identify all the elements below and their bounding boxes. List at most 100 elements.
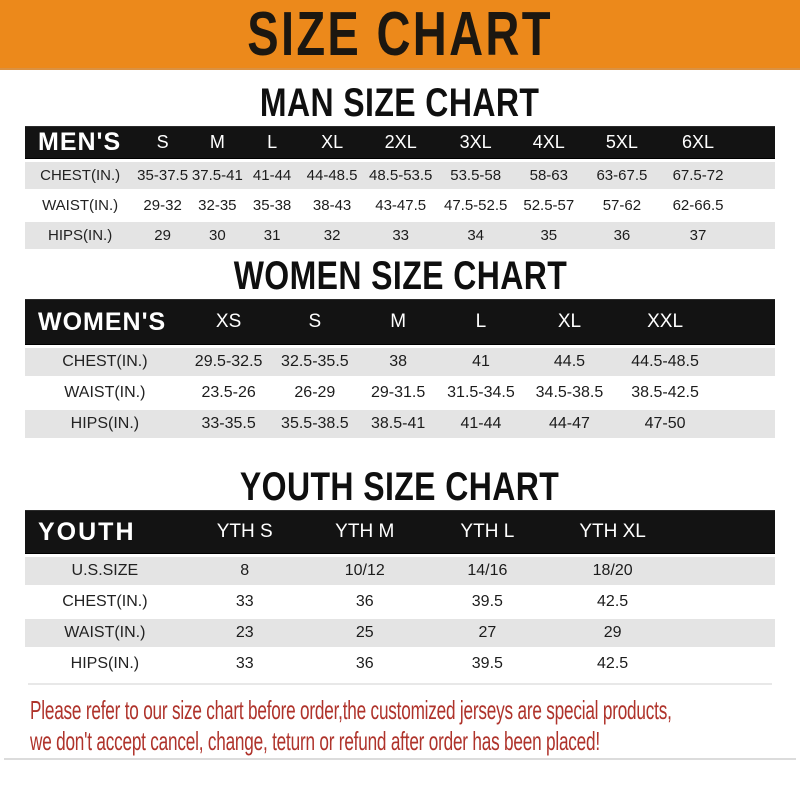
- women-chest-label: CHEST(IN.): [25, 348, 185, 376]
- men-row-spacer: [735, 192, 775, 219]
- women-row-spacer: [714, 348, 775, 376]
- men-chest-row: CHEST(IN.) 35-37.5 37.5-41 41-44 44-48.5…: [25, 162, 775, 189]
- women-waist-value: 26-29: [272, 379, 358, 407]
- men-hips-value: 32: [299, 222, 365, 249]
- men-size-header-6xl: 6XL: [660, 126, 736, 159]
- women-waist-label: WAIST(IN.): [25, 379, 185, 407]
- men-size-header-3xl: 3XL: [436, 126, 515, 159]
- youth-chest-row: CHEST(IN.) 33 36 39.5 42.5: [25, 588, 775, 616]
- women-header-spacer: [714, 299, 775, 345]
- men-size-table: MEN'S S M L XL 2XL 3XL 4XL 5XL 6XL CHEST…: [25, 123, 775, 252]
- youth-waist-label: WAIST(IN.): [25, 619, 185, 647]
- youth-chest-value: 33: [184, 588, 305, 616]
- men-size-header-l: L: [244, 126, 300, 159]
- youth-ussize-label: U.S.SIZE: [25, 557, 185, 585]
- men-waist-value: 38-43: [299, 192, 365, 219]
- women-heading-text: WOMEN SIZE CHART: [233, 254, 567, 298]
- women-chest-row: CHEST(IN.) 29.5-32.5 32.5-35.5 38 41 44.…: [25, 348, 775, 376]
- women-section-heading: WOMEN SIZE CHART: [0, 256, 800, 296]
- men-waist-value: 29-32: [135, 192, 190, 219]
- men-chest-value: 67.5-72: [660, 162, 736, 189]
- men-size-header-m: M: [189, 126, 245, 159]
- men-hips-row: HIPS(IN.) 29 30 31 32 33 34 35 36 37: [25, 222, 775, 249]
- youth-row-spacer: [675, 588, 775, 616]
- women-hips-value: 44-47: [522, 410, 616, 438]
- banner-title: SIZE CHART: [247, 0, 553, 69]
- youth-waist-value: 27: [424, 619, 550, 647]
- men-heading-text: MAN SIZE CHART: [260, 81, 540, 125]
- youth-size-table: YOUTH YTH S YTH M YTH L YTH XL U.S.SIZE …: [25, 507, 775, 681]
- men-hips-label: HIPS(IN.): [25, 222, 136, 249]
- youth-row-spacer: [675, 619, 775, 647]
- men-size-header-2xl: 2XL: [364, 126, 437, 159]
- youth-size-header-l: YTH L: [424, 510, 550, 554]
- women-chest-value: 44.5-48.5: [615, 348, 715, 376]
- men-chest-value: 44-48.5: [299, 162, 365, 189]
- men-hips-value: 34: [436, 222, 515, 249]
- men-hips-value: 33: [364, 222, 437, 249]
- men-waist-row: WAIST(IN.) 29-32 32-35 35-38 38-43 43-47…: [25, 192, 775, 219]
- men-size-header-s: S: [135, 126, 190, 159]
- men-waist-value: 52.5-57: [514, 192, 583, 219]
- youth-ussize-value: 14/16: [424, 557, 550, 585]
- size-chart-banner: SIZE CHART: [0, 0, 800, 70]
- table-bottom-divider: [28, 683, 772, 685]
- men-hips-value: 29: [135, 222, 190, 249]
- men-waist-value: 47.5-52.5: [436, 192, 515, 219]
- disclaimer-line-1: Please refer to our size chart before or…: [30, 695, 672, 725]
- women-hips-value: 33-35.5: [184, 410, 273, 438]
- youth-chest-value: 42.5: [549, 588, 676, 616]
- men-table-header-row: MEN'S S M L XL 2XL 3XL 4XL 5XL 6XL: [25, 126, 775, 159]
- men-chest-value: 63-67.5: [582, 162, 661, 189]
- men-waist-value: 43-47.5: [364, 192, 437, 219]
- women-waist-value: 34.5-38.5: [522, 379, 616, 407]
- men-waist-value: 62-66.5: [660, 192, 736, 219]
- disclaimer-line-2: we don't accept cancel, change, teturn o…: [30, 726, 600, 756]
- youth-size-header-s: YTH S: [184, 510, 305, 554]
- youth-waist-value: 25: [304, 619, 425, 647]
- disclaimer-text: Please refer to our size chart before or…: [30, 695, 800, 757]
- youth-ussize-value: 10/12: [304, 557, 425, 585]
- women-waist-value: 23.5-26: [184, 379, 273, 407]
- page-bottom-rule: [4, 758, 796, 760]
- men-waist-value: 35-38: [244, 192, 300, 219]
- women-row-spacer: [714, 379, 775, 407]
- youth-table-corner-label: YOUTH: [25, 510, 185, 554]
- youth-ussize-value: 18/20: [549, 557, 676, 585]
- men-waist-value: 57-62: [582, 192, 661, 219]
- youth-chest-label: CHEST(IN.): [25, 588, 185, 616]
- men-chest-value: 48.5-53.5: [364, 162, 437, 189]
- men-waist-value: 32-35: [189, 192, 245, 219]
- youth-hips-value: 36: [304, 650, 425, 678]
- men-row-spacer: [735, 222, 775, 249]
- youth-hips-row: HIPS(IN.) 33 36 39.5 42.5: [25, 650, 775, 678]
- women-table-header-row: WOMEN'S XS S M L XL XXL: [25, 299, 775, 345]
- women-hips-row: HIPS(IN.) 33-35.5 35.5-38.5 38.5-41 41-4…: [25, 410, 775, 438]
- youth-hips-value: 39.5: [424, 650, 550, 678]
- men-hips-value: 37: [660, 222, 736, 249]
- men-table-corner-label: MEN'S: [25, 126, 136, 159]
- youth-size-header-m: YTH M: [304, 510, 425, 554]
- men-hips-value: 31: [244, 222, 300, 249]
- women-hips-value: 47-50: [615, 410, 715, 438]
- men-size-header-5xl: 5XL: [582, 126, 661, 159]
- women-size-header-s: S: [272, 299, 358, 345]
- youth-waist-value: 29: [549, 619, 676, 647]
- men-chest-value: 37.5-41: [189, 162, 245, 189]
- youth-waist-row: WAIST(IN.) 23 25 27 29: [25, 619, 775, 647]
- women-chest-value: 29.5-32.5: [184, 348, 273, 376]
- women-waist-value: 31.5-34.5: [438, 379, 523, 407]
- women-size-header-xs: XS: [184, 299, 273, 345]
- youth-section-heading: YOUTH SIZE CHART: [0, 467, 800, 507]
- youth-table-header-row: YOUTH YTH S YTH M YTH L YTH XL: [25, 510, 775, 554]
- women-size-header-m: M: [357, 299, 439, 345]
- men-chest-value: 58-63: [514, 162, 583, 189]
- women-hips-value: 38.5-41: [357, 410, 439, 438]
- men-size-header-4xl: 4XL: [514, 126, 583, 159]
- women-size-header-xl: XL: [522, 299, 616, 345]
- men-section-heading: MAN SIZE CHART: [0, 83, 800, 123]
- men-hips-value: 36: [582, 222, 661, 249]
- youth-waist-value: 23: [184, 619, 305, 647]
- men-chest-value: 53.5-58: [436, 162, 515, 189]
- men-waist-label: WAIST(IN.): [25, 192, 136, 219]
